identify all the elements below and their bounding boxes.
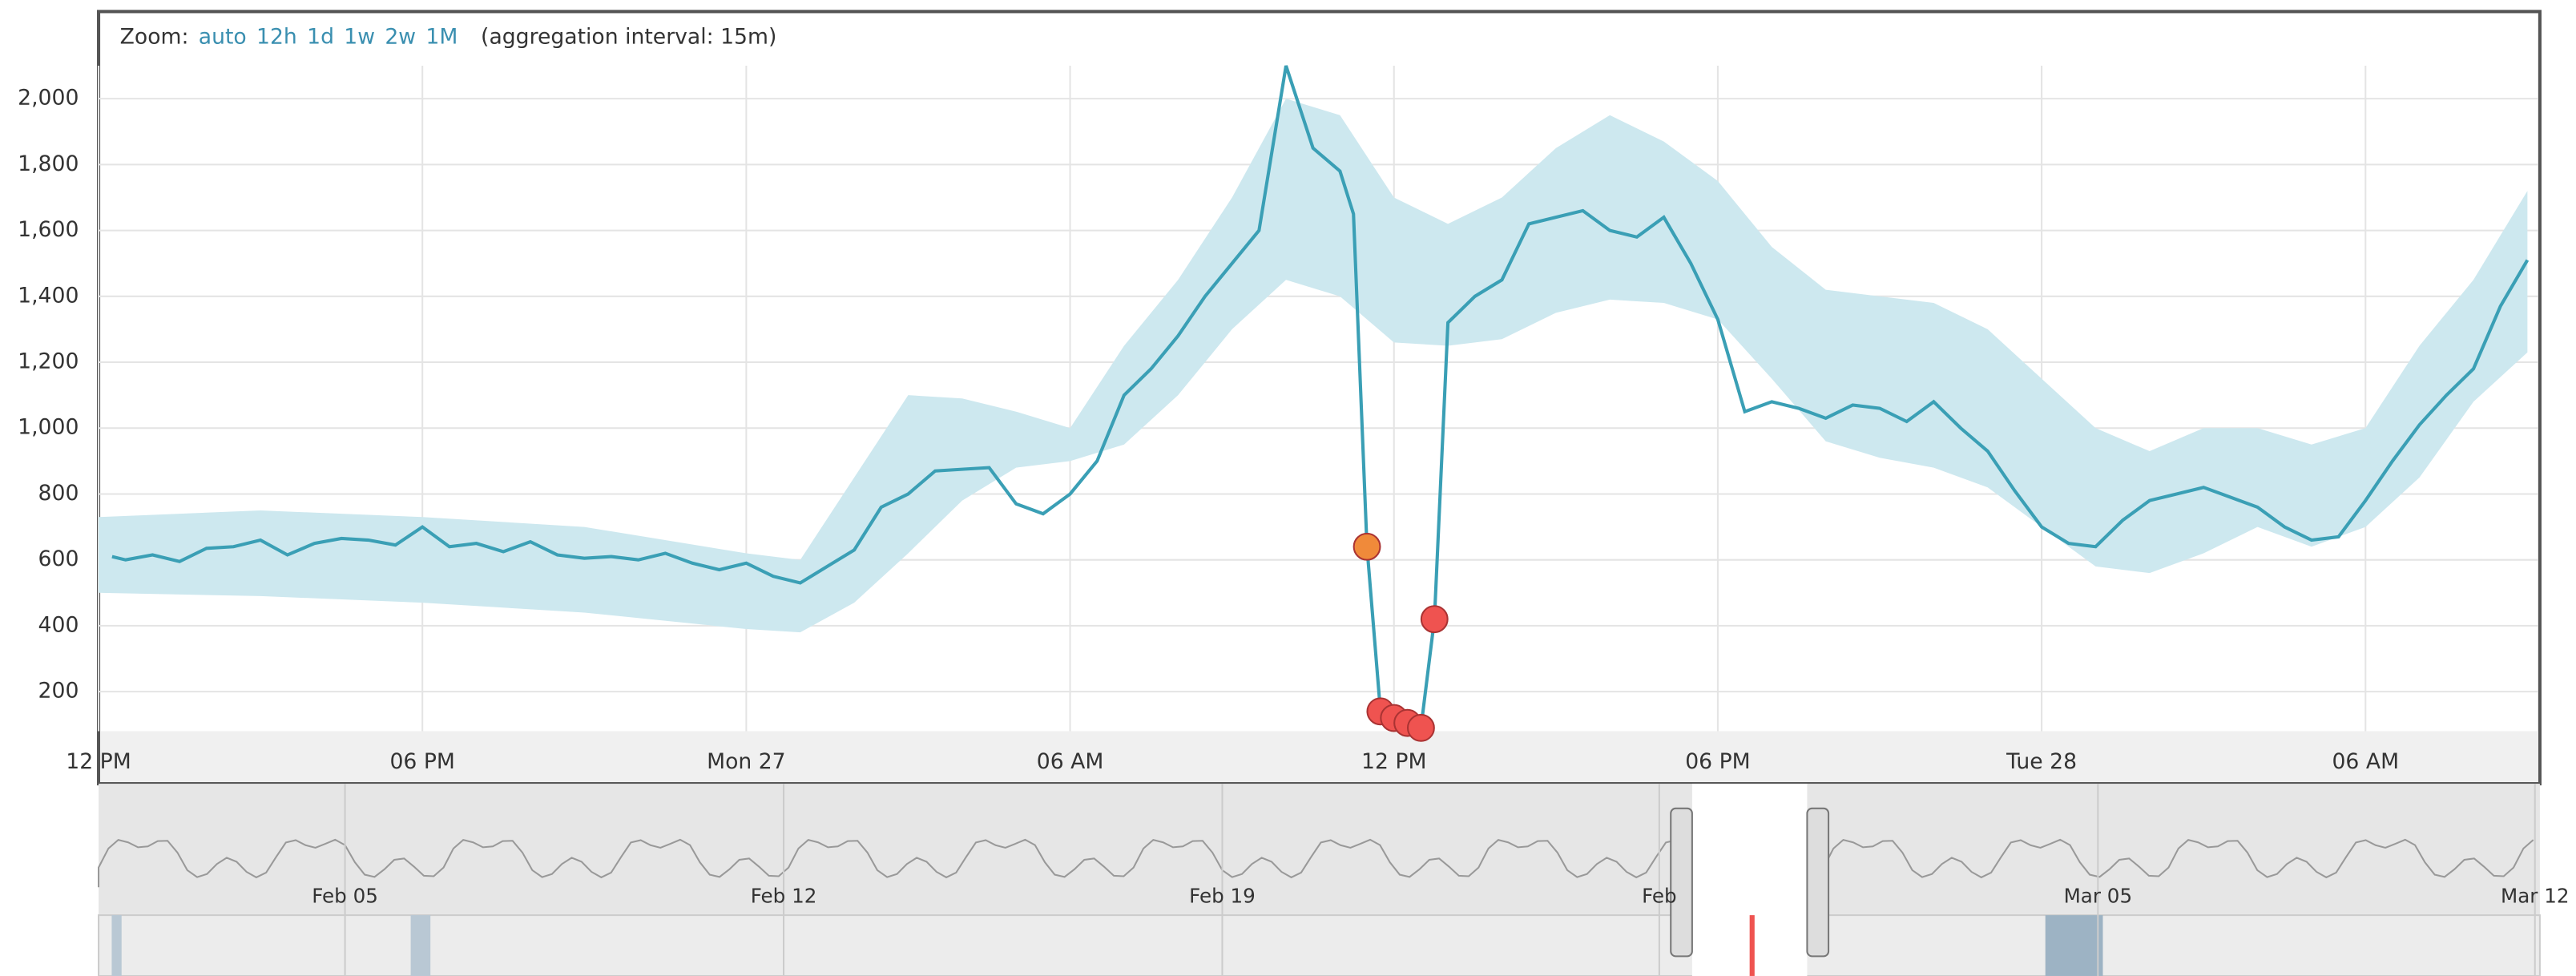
y-tick-label: 1,000: [18, 415, 79, 440]
x-tick-label: 06 AM: [2332, 749, 2399, 774]
x-tick-label: 06 AM: [1037, 749, 1104, 774]
context-bg: [99, 784, 2540, 916]
y-tick-label: 600: [38, 546, 79, 571]
x-tick-label: Tue 28: [2006, 749, 2077, 774]
anomaly-marker[interactable]: [1353, 532, 1381, 561]
zoom-option[interactable]: 2w: [385, 25, 416, 50]
anomaly-marker[interactable]: [1406, 713, 1435, 742]
brush-handle-left[interactable]: [1670, 807, 1693, 958]
y-tick-label: 1,800: [18, 151, 79, 176]
swimlane-bg: [97, 914, 2541, 976]
anomaly-marker[interactable]: [1420, 605, 1449, 634]
zoom-option[interactable]: 12h: [256, 25, 297, 50]
y-tick-label: 1,400: [18, 283, 79, 308]
context-chart: Feb 05 Feb 12 Feb 19 Feb Mar 05 Mar 12: [97, 784, 2570, 976]
zoom-option[interactable]: 1M: [425, 25, 458, 50]
x-tick-label: 12 PM: [66, 749, 131, 774]
y-tick-label: 800: [38, 481, 79, 506]
context-label: Feb: [1642, 885, 1677, 908]
context-label: Mar 05: [2064, 885, 2133, 908]
y-tick-label: 1,200: [18, 349, 79, 374]
context-label: Feb 19: [1189, 885, 1256, 908]
y-tick-label: 200: [38, 679, 79, 704]
swimlane-anomaly: [1749, 915, 1755, 976]
zoom-option[interactable]: 1d: [307, 25, 334, 50]
line: [111, 65, 2530, 731]
context-label: Mar 12: [2501, 885, 2570, 908]
brush-handle-right[interactable]: [1806, 807, 1830, 958]
context-label: Feb 12: [751, 885, 817, 908]
x-tick-label: 06 PM: [1685, 749, 1750, 774]
x-axis-strip: [100, 731, 2538, 783]
context-label: Feb 05: [312, 885, 378, 908]
aggregation-note: (aggregation interval: 15m): [481, 25, 776, 50]
y-tick-label: 1,600: [18, 217, 79, 242]
y-tick-label: 2,000: [18, 86, 79, 111]
zoom-label: Zoom:: [120, 25, 189, 50]
zoom-option[interactable]: 1w: [344, 25, 375, 50]
zoom-option[interactable]: auto: [199, 25, 247, 50]
y-tick-label: 400: [38, 612, 79, 637]
plot: [99, 65, 2530, 742]
swimlane-cell: [2045, 915, 2103, 976]
swimlane-cell: [410, 915, 431, 976]
x-tick-label: 06 PM: [389, 749, 454, 774]
x-tick-label: Mon 27: [707, 749, 786, 774]
x-tick-label: 12 PM: [1361, 749, 1426, 774]
swimlane-cell: [111, 915, 122, 976]
bounds-band: [99, 99, 2528, 633]
context-line: [97, 838, 2534, 888]
zoom-bar: Zoom: auto 12h 1d 1w 2w 1M (aggregation interva…: [120, 25, 777, 50]
